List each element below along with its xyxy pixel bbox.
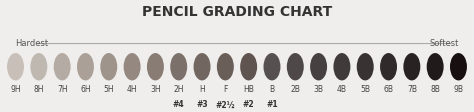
Ellipse shape xyxy=(240,53,257,80)
Text: #1: #1 xyxy=(266,100,278,109)
Ellipse shape xyxy=(100,53,117,80)
Text: #3: #3 xyxy=(196,100,208,109)
Text: H: H xyxy=(199,85,205,94)
Text: 2B: 2B xyxy=(291,85,300,94)
Text: 3H: 3H xyxy=(150,85,161,94)
Text: 8B: 8B xyxy=(430,85,440,94)
Ellipse shape xyxy=(147,53,164,80)
Ellipse shape xyxy=(217,53,234,80)
Text: 6H: 6H xyxy=(80,85,91,94)
Text: 3B: 3B xyxy=(314,85,324,94)
Text: 9B: 9B xyxy=(454,85,464,94)
Text: B: B xyxy=(269,85,274,94)
Text: 7H: 7H xyxy=(57,85,67,94)
Text: PENCIL GRADING CHART: PENCIL GRADING CHART xyxy=(142,5,332,19)
Text: 4B: 4B xyxy=(337,85,347,94)
Ellipse shape xyxy=(357,53,374,80)
Text: 8H: 8H xyxy=(34,85,44,94)
Ellipse shape xyxy=(264,53,281,80)
Text: 5H: 5H xyxy=(103,85,114,94)
Text: 9H: 9H xyxy=(10,85,21,94)
Text: #2: #2 xyxy=(243,100,255,109)
Text: #4: #4 xyxy=(173,100,184,109)
Ellipse shape xyxy=(30,53,47,80)
Text: 7B: 7B xyxy=(407,85,417,94)
Ellipse shape xyxy=(287,53,304,80)
Text: #2½: #2½ xyxy=(216,100,235,109)
Ellipse shape xyxy=(124,53,141,80)
Ellipse shape xyxy=(380,53,397,80)
Text: 6B: 6B xyxy=(383,85,393,94)
Ellipse shape xyxy=(333,53,350,80)
Ellipse shape xyxy=(77,53,94,80)
Ellipse shape xyxy=(310,53,327,80)
Text: Softest: Softest xyxy=(429,39,458,48)
Ellipse shape xyxy=(54,53,71,80)
Text: 4H: 4H xyxy=(127,85,137,94)
Text: 2H: 2H xyxy=(173,85,184,94)
Text: F: F xyxy=(223,85,228,94)
Ellipse shape xyxy=(427,53,444,80)
Ellipse shape xyxy=(193,53,210,80)
Text: HB: HB xyxy=(243,85,254,94)
Ellipse shape xyxy=(450,53,467,80)
Ellipse shape xyxy=(170,53,187,80)
Text: 5B: 5B xyxy=(360,85,370,94)
Text: Hardest: Hardest xyxy=(16,39,49,48)
Ellipse shape xyxy=(403,53,420,80)
Ellipse shape xyxy=(7,53,24,80)
